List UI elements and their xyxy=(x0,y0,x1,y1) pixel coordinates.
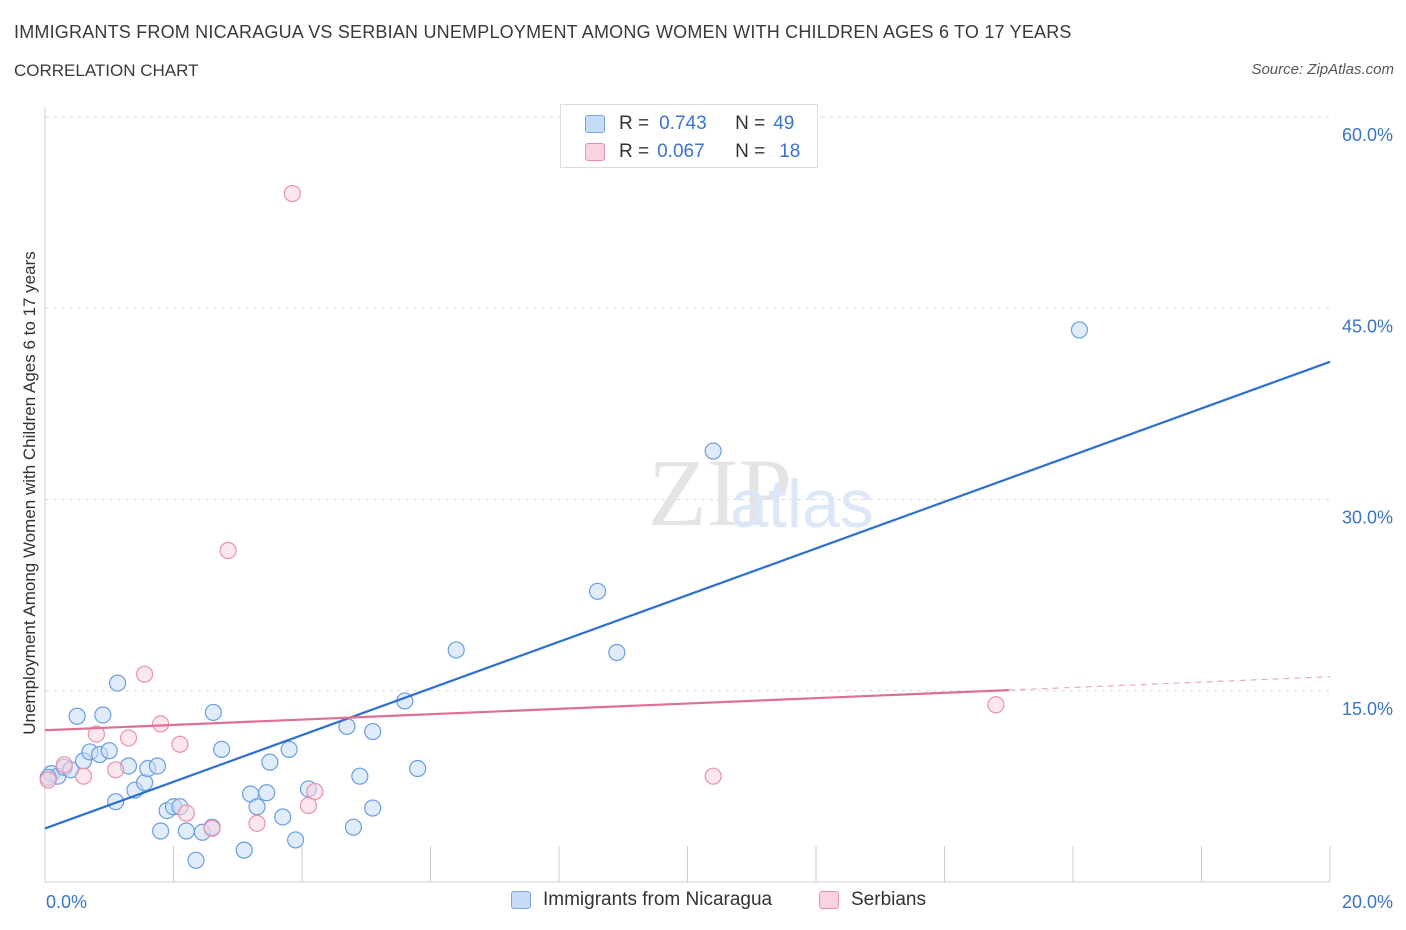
y-tick-label: 30.0% xyxy=(1342,508,1393,528)
point-nicaragua xyxy=(100,742,118,760)
point-nicaragua xyxy=(409,759,427,778)
legend-swatch-nicaragua xyxy=(585,115,605,133)
point-nicaragua xyxy=(187,851,205,869)
point-nicaragua xyxy=(261,753,279,771)
point-serbians xyxy=(177,804,195,822)
point-nicaragua xyxy=(447,641,465,659)
point-nicaragua xyxy=(280,740,298,759)
point-nicaragua xyxy=(704,442,722,460)
point-serbians xyxy=(152,715,170,733)
point-nicaragua xyxy=(235,841,253,859)
legend-n-label: N = xyxy=(735,113,766,134)
point-nicaragua xyxy=(351,767,369,785)
point-nicaragua xyxy=(148,757,167,775)
point-nicaragua xyxy=(135,773,154,792)
legend-r-value-nicaragua: 0.743 xyxy=(659,113,707,134)
legend-r-value-serbians: 0.067 xyxy=(657,141,705,162)
legend-n-value-nicaragua: 49 xyxy=(773,113,795,134)
point-nicaragua xyxy=(213,740,231,759)
point-serbians xyxy=(299,796,318,815)
correlation-legend: R = 0.743 N = 49 R = 0.067 N = 18 xyxy=(560,104,818,168)
trend-line-serbians xyxy=(44,689,1009,732)
legend-swatch-serbians xyxy=(585,143,605,161)
chart-subtitle: CORRELATION CHART xyxy=(14,61,199,80)
gridlines xyxy=(45,116,1330,692)
chart-title: IMMIGRANTS FROM NICARAGUA VS SERBIAN UNE… xyxy=(14,22,1072,42)
point-serbians xyxy=(171,735,189,753)
point-nicaragua xyxy=(364,722,382,741)
point-nicaragua xyxy=(94,706,112,724)
series-legend-nicaragua: Immigrants from Nicaragua xyxy=(511,889,772,911)
point-nicaragua xyxy=(68,707,86,725)
trend-lines xyxy=(44,360,1331,830)
point-serbians xyxy=(119,729,138,747)
point-nicaragua xyxy=(588,582,607,600)
point-nicaragua xyxy=(109,674,127,692)
series-swatch-nicaragua xyxy=(511,891,531,909)
tick-labels: 15.0% 30.0% 45.0% 60.0% 0.0% 20.0% xyxy=(46,125,1393,912)
point-serbians xyxy=(987,696,1005,714)
point-serbians xyxy=(306,782,324,801)
series-legend-serbians: Serbians xyxy=(819,889,926,911)
legend-row-nicaragua: R = 0.743 N = 49 xyxy=(585,112,794,136)
legend-r-label: R = xyxy=(619,141,650,162)
y-axis-label: Unemployment Among Women with Children A… xyxy=(20,251,39,735)
x-tick-label: 0.0% xyxy=(46,892,87,912)
point-serbians xyxy=(704,767,722,785)
legend-n-value-serbians: 18 xyxy=(779,141,801,162)
point-serbians xyxy=(203,819,221,838)
point-nicaragua xyxy=(204,703,222,722)
axes xyxy=(44,107,1331,883)
x-tick-label: 20.0% xyxy=(1342,892,1393,912)
legend-row-serbians: R = 0.067 N = 18 xyxy=(585,140,800,164)
point-serbians xyxy=(107,761,125,779)
point-nicaragua xyxy=(286,831,305,849)
legend-r-label: R = xyxy=(619,113,650,134)
point-nicaragua xyxy=(608,643,626,662)
point-nicaragua xyxy=(177,822,195,840)
watermark-zip: ZIP xyxy=(648,439,792,546)
series-name-serbians: Serbians xyxy=(851,889,926,910)
trend-line-serbians-extension xyxy=(1008,676,1331,691)
series-swatch-serbians xyxy=(819,891,839,909)
point-nicaragua xyxy=(364,799,382,817)
trend-line-nicaragua xyxy=(44,360,1331,830)
point-nicaragua xyxy=(248,798,266,816)
point-nicaragua xyxy=(344,818,362,836)
point-serbians xyxy=(87,725,106,743)
y-tick-label: 15.0% xyxy=(1342,699,1393,719)
data-points xyxy=(39,184,1089,869)
point-serbians xyxy=(248,814,266,832)
watermark-atlas: atlas xyxy=(730,466,874,542)
point-nicaragua xyxy=(274,808,292,826)
series-name-nicaragua: Immigrants from Nicaragua xyxy=(543,889,773,910)
point-serbians xyxy=(135,665,154,683)
point-nicaragua xyxy=(1070,321,1089,339)
point-serbians xyxy=(55,756,73,774)
point-serbians xyxy=(39,771,57,789)
point-nicaragua xyxy=(152,822,170,840)
source-credit: Source: ZipAtlas.com xyxy=(1251,61,1394,78)
point-serbians xyxy=(283,184,301,203)
point-serbians xyxy=(219,541,237,560)
point-serbians xyxy=(74,767,93,785)
y-tick-label: 60.0% xyxy=(1342,125,1393,145)
legend-n-label: N = xyxy=(735,141,766,162)
y-tick-label: 45.0% xyxy=(1342,316,1393,336)
point-nicaragua xyxy=(258,784,276,802)
